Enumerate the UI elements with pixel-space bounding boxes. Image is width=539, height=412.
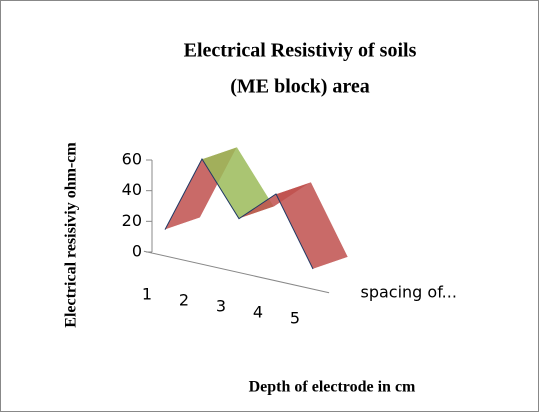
x-tick-label: 2 bbox=[179, 291, 189, 310]
series-label: spacing of... bbox=[361, 283, 457, 302]
chart-title: (ME block) area bbox=[230, 76, 370, 98]
x-tick-label: 4 bbox=[253, 303, 263, 322]
x-tick-label: 5 bbox=[290, 309, 300, 328]
y-tick-label: 20 bbox=[122, 211, 142, 230]
x-tick-label: 3 bbox=[216, 297, 226, 316]
chart-title: Electrical Resistiviy of soils bbox=[184, 40, 417, 62]
y-tick-label: 0 bbox=[132, 242, 142, 261]
y-axis-title: Electrical resisiviy ohm-cm bbox=[63, 142, 80, 328]
x-tick-label: 1 bbox=[142, 285, 152, 304]
surface-edge bbox=[164, 157, 314, 270]
y-tick-label: 60 bbox=[122, 150, 142, 169]
y-tick-label: 40 bbox=[122, 180, 142, 199]
x-axis bbox=[143, 250, 330, 294]
x-axis-title: Depth of electrode in cm bbox=[249, 379, 416, 396]
